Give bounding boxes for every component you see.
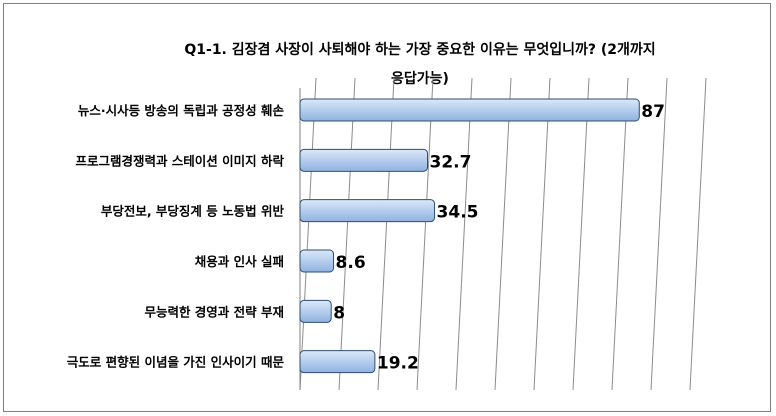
value-label: 32.7 [430, 152, 472, 172]
category-label: 부당전보, 부당징계 등 노동법 위반 [101, 204, 285, 219]
chart-title: Q1-1. 김장겸 사장이 사퇴해야 하는 가장 중요한 이유는 무엇입니까? … [184, 42, 656, 87]
bar [299, 249, 335, 273]
category-label: 채용과 인사 실패 [195, 254, 284, 269]
gridline [338, 77, 356, 391]
bar [299, 199, 436, 223]
gridline [533, 77, 551, 391]
value-label: 8.6 [336, 253, 366, 273]
category-label: 프로그램경쟁력과 스테이션 이미지 하락 [75, 153, 284, 168]
category-label: 무능력한 경영과 전략 부재 [144, 304, 284, 319]
gridline [650, 77, 668, 391]
category-label: 뉴스·시사등 방송의 독립과 공정성 훼손 [78, 103, 285, 118]
gridline [455, 77, 473, 391]
value-label: 34.5 [437, 203, 479, 223]
gridline [377, 77, 395, 391]
value-label: 19.2 [377, 354, 419, 374]
gridline [494, 77, 512, 391]
gridline [572, 77, 590, 391]
value-labels: 87 32.7 34.5 8.6 8 19.2 [333, 102, 665, 374]
gridline [611, 77, 629, 391]
gridline [416, 77, 434, 391]
category-label: 극도로 편향된 이념을 가진 인사이기 때문 [67, 355, 285, 370]
bar [299, 350, 376, 374]
bar [299, 98, 640, 122]
bars [299, 98, 640, 374]
gridlines [299, 77, 707, 391]
bar [299, 148, 429, 172]
value-label: 87 [641, 102, 665, 122]
gridline [299, 77, 317, 391]
value-label: 8 [333, 303, 345, 323]
gridline [689, 77, 707, 391]
bar [299, 299, 332, 323]
